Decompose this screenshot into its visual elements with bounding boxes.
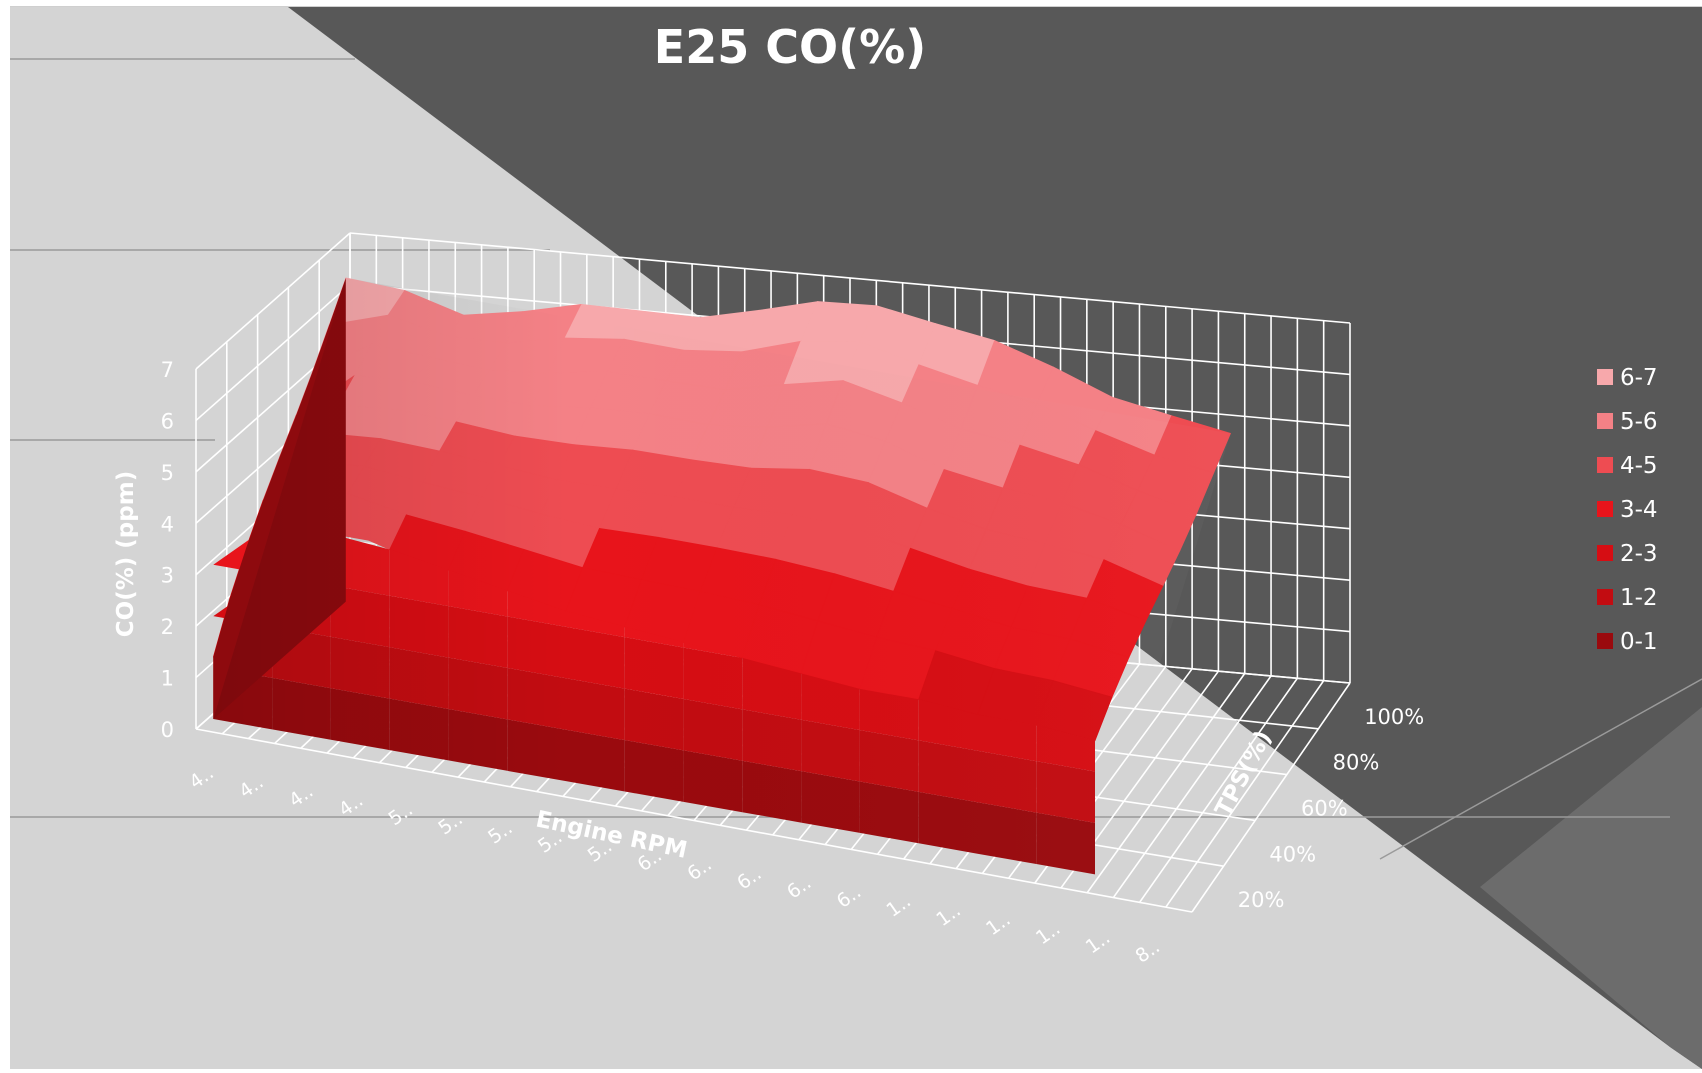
legend-label: 5-6 [1620, 409, 1658, 435]
legend: 6-7 5-6 4-5 3-4 2-3 1-2 0-1 [1597, 365, 1658, 655]
z-tick-label: 7 [161, 358, 174, 382]
background-dark-plane-lower [1480, 707, 1702, 1069]
floor-grid-line [195, 728, 1193, 913]
legend-label: 6-7 [1620, 365, 1658, 391]
y-tick-label: 80% [1333, 751, 1380, 775]
surface-shading [213, 277, 1231, 875]
y-tick-label: 40% [1269, 842, 1316, 866]
legend-swatch [1597, 545, 1613, 561]
floor-grid-line [1112, 675, 1272, 899]
legend-label: 0-1 [1620, 629, 1658, 655]
y-tick-label: 20% [1238, 888, 1285, 912]
z-tick-label: 6 [161, 409, 174, 433]
legend-swatch [1597, 413, 1613, 429]
legend-label: 4-5 [1620, 453, 1658, 479]
z-tick-label: 2 [161, 615, 174, 639]
back-wall-grid-line [349, 232, 1351, 324]
floor-grid-line [1191, 682, 1351, 913]
z-axis-title: CO(%) (ppm) [113, 471, 139, 637]
y-tick-label: 100% [1364, 705, 1424, 729]
legend-swatch [1597, 457, 1613, 473]
legend-swatch [1597, 633, 1613, 649]
y-tick-label: 60% [1301, 797, 1348, 821]
legend-label: 2-3 [1620, 541, 1658, 567]
side-wall-grid-line [195, 283, 351, 422]
legend-swatch [1597, 501, 1613, 517]
side-wall-grid-line [195, 232, 351, 370]
z-tick-label: 0 [161, 718, 174, 742]
surface-group [212, 277, 1232, 875]
z-tick-label: 3 [161, 564, 174, 588]
floor-grid-line [1138, 677, 1299, 903]
floor-grid-line [1086, 673, 1246, 894]
z-tick-label: 4 [161, 512, 174, 536]
chart-title: E25 CO(%) [654, 20, 926, 74]
legend-label: 1-2 [1620, 585, 1658, 611]
chart-frame: 0 1 2 3 4 5 6 7 4.. 4.. 4.. 4.. 5.. 5.. 5.. 5.. 5.. 6.. 6.… [10, 6, 1702, 1069]
z-tick-label: 1 [161, 667, 174, 691]
legend-swatch [1597, 369, 1613, 385]
legend-swatch [1597, 589, 1613, 605]
legend-label: 3-4 [1620, 497, 1658, 523]
wall-line-diag [1379, 678, 1702, 860]
floor-grid-line [1165, 680, 1325, 908]
z-tick-label: 5 [161, 461, 174, 485]
